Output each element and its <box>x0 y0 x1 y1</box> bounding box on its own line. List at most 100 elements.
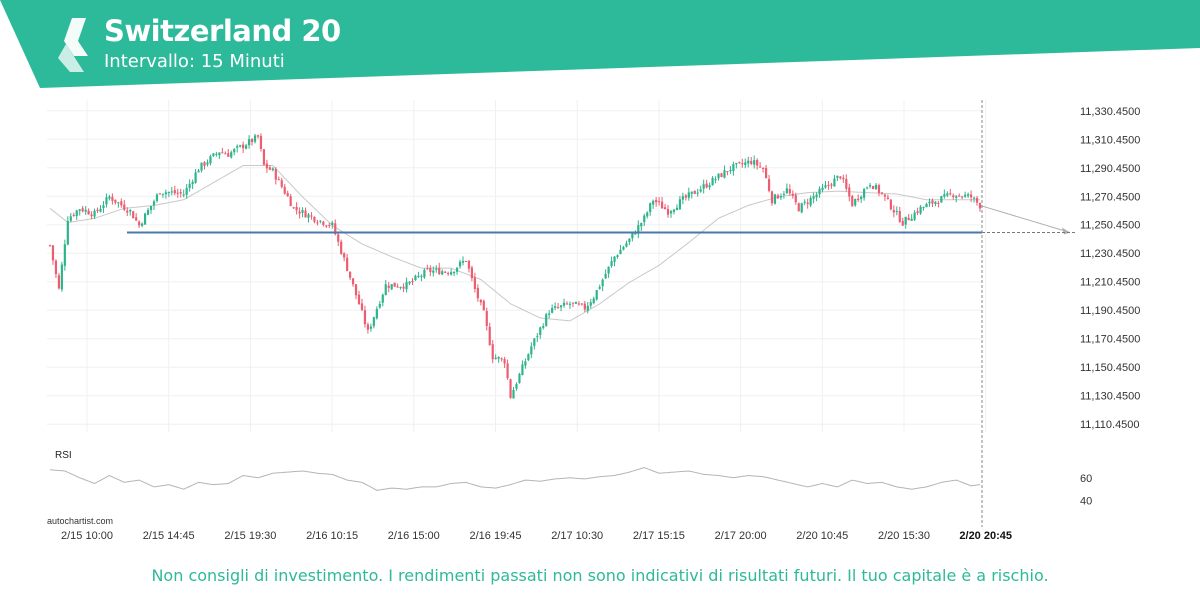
candle <box>102 205 105 209</box>
candle <box>958 195 961 197</box>
candle <box>551 307 554 313</box>
x-tick-label: 2/15 10:00 <box>61 530 113 542</box>
candle <box>747 160 750 164</box>
candle <box>411 281 414 283</box>
candle <box>444 271 447 273</box>
candle <box>218 152 221 156</box>
candle <box>744 162 747 165</box>
candle <box>461 260 465 263</box>
y-tick-label: 11,270.4500 <box>1080 191 1140 203</box>
candle <box>441 271 444 275</box>
candle <box>904 216 907 225</box>
candle <box>717 173 720 179</box>
candle <box>170 191 173 193</box>
candle <box>108 196 111 199</box>
candle <box>785 188 788 193</box>
candle <box>426 268 429 270</box>
support-line-layer <box>127 100 1075 527</box>
watermark: autochartist.com <box>47 516 114 526</box>
candle <box>417 275 420 277</box>
candle <box>286 193 289 197</box>
candle <box>726 171 729 173</box>
rsi-tick-label: 60 <box>1080 473 1092 485</box>
header-background <box>0 0 1200 88</box>
candle <box>898 210 901 222</box>
candle <box>310 215 313 217</box>
candle <box>910 218 913 221</box>
logo-icon <box>58 18 88 72</box>
candle <box>482 300 485 311</box>
candle <box>562 302 566 306</box>
candle <box>322 221 325 225</box>
candle <box>450 272 453 275</box>
candle <box>732 164 735 172</box>
candle <box>378 303 381 308</box>
candle <box>494 357 497 360</box>
candle <box>803 201 806 203</box>
candle <box>458 261 462 267</box>
candle <box>346 257 349 271</box>
candle <box>524 361 527 366</box>
candle <box>123 204 126 210</box>
candle <box>622 247 625 250</box>
candle <box>242 144 245 149</box>
candle <box>455 267 459 272</box>
candle <box>586 305 589 311</box>
candle <box>571 302 575 304</box>
candle <box>161 193 165 195</box>
candle <box>271 168 274 171</box>
y-tick-label: 11,330.4500 <box>1080 106 1140 118</box>
candle <box>949 193 952 195</box>
candle <box>827 184 830 186</box>
candle <box>711 177 714 186</box>
candle <box>369 326 372 329</box>
candle <box>764 167 768 179</box>
candle <box>334 223 337 235</box>
candle <box>149 206 153 211</box>
candle <box>185 187 188 195</box>
candle <box>554 306 557 308</box>
candle <box>250 138 254 143</box>
x-tick-label: 2/20 10:45 <box>796 530 848 542</box>
rsi-line <box>49 466 981 491</box>
candle <box>509 379 512 398</box>
candle <box>152 201 156 206</box>
candle <box>72 214 75 216</box>
candle <box>515 384 518 389</box>
candle <box>295 206 298 211</box>
candle <box>277 179 280 181</box>
candle <box>607 266 610 274</box>
candle <box>946 193 949 196</box>
candle <box>610 261 613 267</box>
candle <box>637 225 640 234</box>
candle <box>693 190 696 194</box>
candle <box>684 195 687 198</box>
candle <box>328 224 331 226</box>
candle <box>574 302 578 304</box>
candle <box>423 269 426 278</box>
candle <box>75 210 78 217</box>
candle <box>518 373 521 384</box>
candle <box>488 326 491 346</box>
candle <box>325 225 328 227</box>
candle <box>770 191 774 204</box>
candle <box>791 193 794 196</box>
candle <box>120 201 123 206</box>
candle <box>233 149 236 153</box>
candle <box>283 186 286 194</box>
candle <box>188 183 191 188</box>
candle <box>78 209 81 211</box>
candle <box>135 217 138 221</box>
candle <box>245 145 248 149</box>
candle <box>663 207 667 210</box>
candle <box>961 196 964 198</box>
candle <box>138 221 141 226</box>
candle <box>975 197 979 203</box>
candle <box>779 195 783 198</box>
candle <box>854 199 857 206</box>
candle <box>340 241 343 254</box>
candle <box>259 135 263 149</box>
candle <box>797 203 800 212</box>
candle <box>354 284 358 296</box>
candle <box>236 146 239 148</box>
